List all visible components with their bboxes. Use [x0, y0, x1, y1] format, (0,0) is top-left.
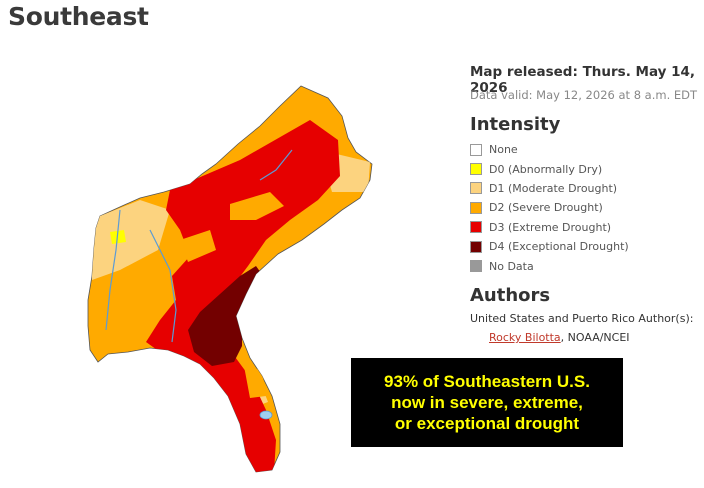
legend-label: D3 (Extreme Drought) [489, 220, 612, 234]
legend-item-d4: D4 (Exceptional Drought) [470, 237, 629, 256]
drought-map [87, 85, 373, 473]
legend-swatch [470, 221, 482, 234]
legend-item-none: None [470, 140, 629, 159]
legend-label: No Data [489, 259, 534, 273]
legend-item-d3: D3 (Extreme Drought) [470, 218, 629, 237]
legend-label: None [489, 143, 518, 157]
intensity-heading: Intensity [470, 114, 561, 135]
legend-label: D2 (Severe Drought) [489, 201, 603, 215]
intensity-legend: None D0 (Abnormally Dry) D1 (Moderate Dr… [470, 140, 629, 276]
legend-swatch [470, 240, 482, 253]
legend-label: D1 (Moderate Drought) [489, 181, 618, 195]
data-valid-date: Data valid: May 12, 2026 at 8 a.m. EDT [470, 88, 698, 102]
legend-item-d0: D0 (Abnormally Dry) [470, 159, 629, 178]
author-entry: Rocky Bilotta, NOAA/NCEI [489, 331, 630, 344]
legend-swatch [470, 201, 482, 214]
legend-item-d2: D2 (Severe Drought) [470, 198, 629, 217]
legend-label: D4 (Exceptional Drought) [489, 240, 629, 254]
legend-item-d1: D1 (Moderate Drought) [470, 179, 629, 198]
legend-swatch [470, 143, 482, 156]
map-released-date: Map released: Thurs. May 14, 2026 [470, 64, 696, 96]
page-title: Southeast [8, 2, 149, 31]
callout-box: 93% of Southeastern U.S. now in severe, … [351, 358, 623, 447]
author-affiliation: , NOAA/NCEI [560, 331, 630, 344]
author-link[interactable]: Rocky Bilotta [489, 331, 561, 344]
legend-swatch [470, 182, 482, 195]
authors-heading: Authors [470, 285, 551, 306]
legend-item-no-data: No Data [470, 256, 629, 275]
callout-text: 93% of Southeastern U.S. now in severe, … [384, 372, 590, 433]
legend-swatch [470, 163, 482, 176]
legend-swatch [470, 260, 482, 273]
legend-label: D0 (Abnormally Dry) [489, 162, 603, 176]
authors-description: United States and Puerto Rico Author(s): [470, 312, 694, 325]
